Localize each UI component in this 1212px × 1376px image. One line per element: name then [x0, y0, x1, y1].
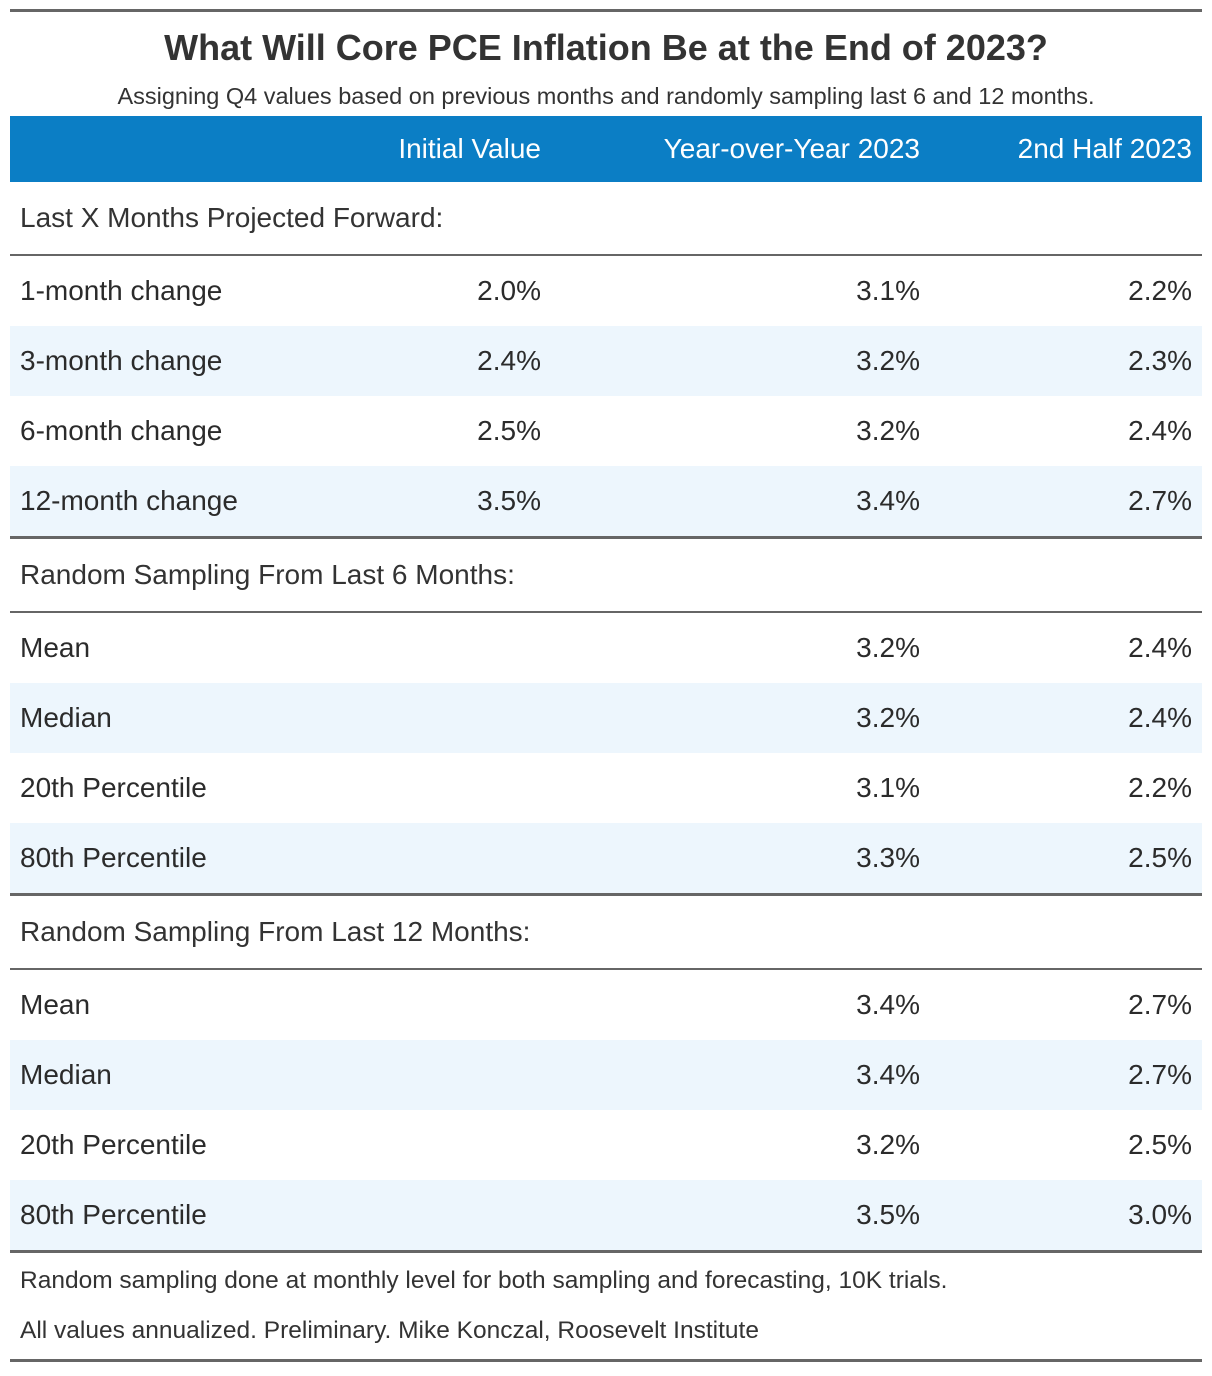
- table-title: What Will Core PCE Inflation Be at the E…: [164, 27, 1048, 68]
- group-label: Last X Months Projected Forward:: [10, 182, 1202, 256]
- second-half-cell: 3.0%: [930, 1180, 1202, 1250]
- row-label-cell: 80th Percentile: [10, 1180, 390, 1250]
- initial-value-cell: [390, 823, 551, 895]
- row-label-cell: 12-month change: [10, 466, 390, 538]
- initial-value-cell: [390, 683, 551, 753]
- initial-value-cell: 2.5%: [477, 415, 541, 446]
- bottom-rule: [10, 1250, 1202, 1253]
- initial-value-cell: [390, 1110, 551, 1180]
- second-half-cell: 2.2%: [1128, 275, 1192, 306]
- initial-value-cell: [390, 1040, 551, 1110]
- row-label-cell: Median: [10, 683, 390, 753]
- table-row: 80th Percentile 3.5% 3.0%: [10, 1180, 1202, 1250]
- second-half-cell: 2.2%: [1128, 772, 1192, 803]
- header-cell-year-over-year: Year-over-Year 2023: [663, 133, 920, 164]
- group-label: Random Sampling From Last 6 Months:: [10, 536, 1202, 613]
- table-row: 12-month change 3.5% 3.4% 2.7%: [10, 466, 1202, 538]
- row-label-cell: 1-month change: [20, 275, 223, 306]
- row-label-cell: 80th Percentile: [10, 823, 390, 895]
- initial-value-cell: [390, 969, 551, 1040]
- initial-value-cell: 2.0%: [477, 275, 541, 306]
- table-subtitle: Assigning Q4 values based on previous mo…: [117, 83, 1095, 109]
- year-over-year-cell: 3.4%: [856, 989, 920, 1020]
- row-label-cell: Mean: [20, 632, 91, 663]
- row-label-cell: 20th Percentile: [20, 1129, 207, 1160]
- second-half-cell: 2.4%: [1128, 415, 1192, 446]
- year-over-year-cell: 3.2%: [551, 326, 930, 396]
- second-half-cell: 2.7%: [930, 1040, 1202, 1110]
- initial-value-cell: 3.5%: [390, 466, 551, 538]
- row-label-cell: Median: [10, 1040, 390, 1110]
- row-label-cell: 20th Percentile: [20, 772, 207, 803]
- header-cell-label: [10, 116, 390, 182]
- year-over-year-cell: 3.1%: [856, 275, 920, 306]
- table-body: Last X Months Projected Forward: 1-month …: [10, 182, 1202, 1250]
- initial-value-cell: [390, 1180, 551, 1250]
- row-label-cell: 3-month change: [10, 326, 390, 396]
- group-header-row: Random Sampling From Last 12 Months:: [10, 893, 1202, 970]
- year-over-year-cell: 3.1%: [856, 772, 920, 803]
- second-half-cell: 2.7%: [1128, 989, 1192, 1020]
- year-over-year-cell: 3.3%: [551, 823, 930, 895]
- year-over-year-cell: 3.2%: [856, 415, 920, 446]
- table-row: 20th Percentile 3.2% 2.5%: [10, 1110, 1202, 1180]
- year-over-year-cell: 3.2%: [856, 632, 920, 663]
- table-row: Mean 3.2% 2.4%: [10, 612, 1202, 683]
- data-table: Initial Value Year-over-Year 2023 2nd Ha…: [10, 116, 1202, 1250]
- end-rule: [10, 1359, 1202, 1362]
- top-rule: [10, 9, 1202, 12]
- header-cell-initial-value: Initial Value: [398, 133, 541, 164]
- second-half-cell: 2.5%: [1128, 1129, 1192, 1160]
- table-figure: What Will Core PCE Inflation Be at the E…: [10, 9, 1202, 1362]
- initial-value-cell: [390, 753, 551, 823]
- table-row: Mean 3.4% 2.7%: [10, 969, 1202, 1040]
- group-label: Random Sampling From Last 12 Months:: [10, 893, 1202, 970]
- table-row: 80th Percentile 3.3% 2.5%: [10, 823, 1202, 895]
- second-half-cell: 2.7%: [930, 466, 1202, 538]
- second-half-cell: 2.3%: [930, 326, 1202, 396]
- year-over-year-cell: 3.4%: [551, 1040, 930, 1110]
- table-row: 1-month change 2.0% 3.1% 2.2%: [10, 255, 1202, 326]
- second-half-cell: 2.5%: [930, 823, 1202, 895]
- table-row: 3-month change 2.4% 3.2% 2.3%: [10, 326, 1202, 396]
- header-cell-second-half: 2nd Half 2023: [1017, 133, 1192, 164]
- group-header-row: Random Sampling From Last 6 Months:: [10, 536, 1202, 613]
- year-over-year-cell: 3.4%: [551, 466, 930, 538]
- footnotes: Random sampling done at monthly level fo…: [10, 1253, 1202, 1359]
- second-half-cell: 2.4%: [930, 683, 1202, 753]
- year-over-year-cell: 3.2%: [551, 683, 930, 753]
- initial-value-cell: 2.4%: [390, 326, 551, 396]
- header-row: Initial Value Year-over-Year 2023 2nd Ha…: [10, 116, 1202, 182]
- second-half-cell: 2.4%: [1128, 632, 1192, 663]
- table-row: Median 3.4% 2.7%: [10, 1040, 1202, 1110]
- table-row: Median 3.2% 2.4%: [10, 683, 1202, 753]
- footnote-source: All values annualized. Preliminary. Mike…: [20, 1317, 759, 1344]
- group-header-row: Last X Months Projected Forward:: [10, 182, 1202, 256]
- year-over-year-cell: 3.2%: [856, 1129, 920, 1160]
- initial-value-cell: [390, 612, 551, 683]
- row-label-cell: Mean: [20, 989, 91, 1020]
- table-row: 20th Percentile 3.1% 2.2%: [10, 753, 1202, 823]
- row-label-cell: 6-month change: [20, 415, 223, 446]
- footnote-sampling: Random sampling done at monthly level fo…: [20, 1267, 948, 1294]
- year-over-year-cell: 3.5%: [551, 1180, 930, 1250]
- table-row: 6-month change 2.5% 3.2% 2.4%: [10, 396, 1202, 466]
